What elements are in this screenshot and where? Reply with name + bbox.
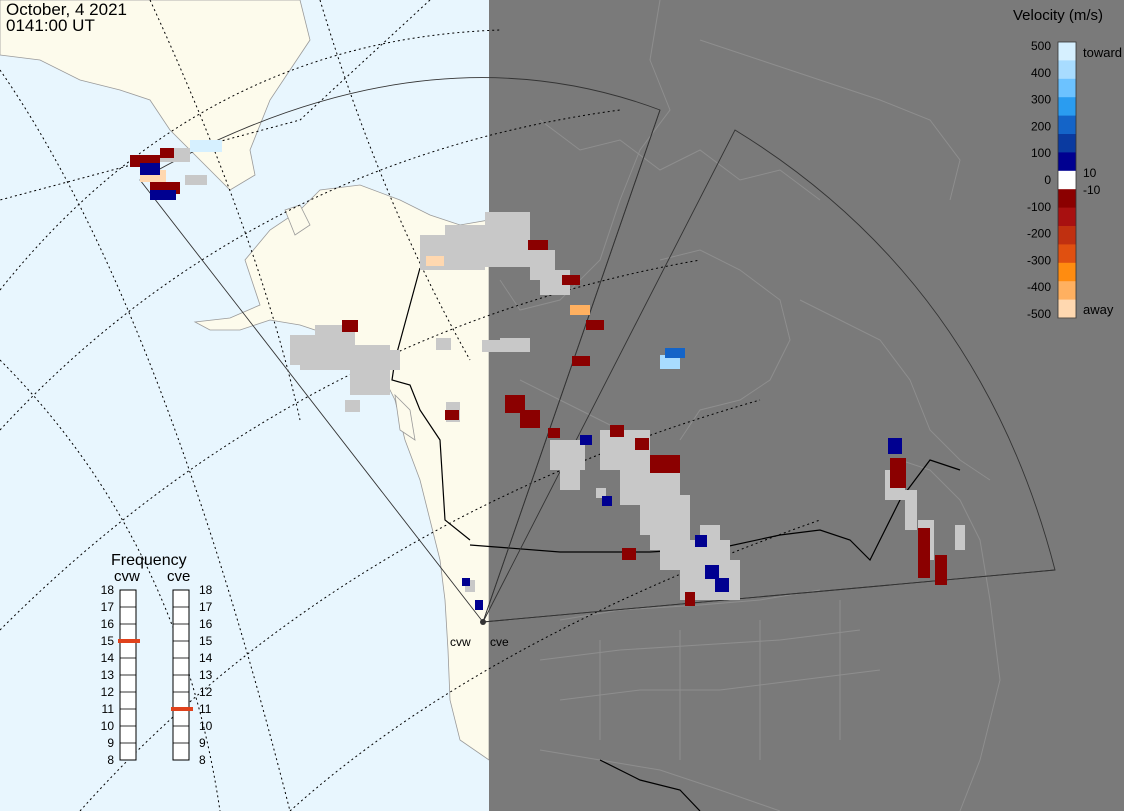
velocity-color-step — [1058, 42, 1076, 61]
frequency-scale-label: 18 — [101, 583, 115, 597]
frequency-scale-label: 16 — [101, 617, 115, 631]
frequency-scale-label: 8 — [107, 753, 114, 767]
frequency-scale-label: 15 — [199, 634, 213, 648]
night-side — [489, 0, 1124, 811]
velocity-color-step — [1058, 189, 1076, 209]
frequency-scale-label: 10 — [199, 719, 213, 733]
velocity-away-label: away — [1083, 302, 1114, 317]
frequency-title: Frequency — [111, 552, 187, 569]
day-land — [0, 0, 490, 761]
frequency-scale-label: 14 — [101, 651, 115, 665]
frequency-scale-label: 18 — [199, 583, 213, 597]
velocity-color-step — [1058, 226, 1076, 245]
bright-toward-cells — [190, 140, 685, 369]
toward-velocity-cells — [140, 163, 902, 610]
velocity-color-step — [1058, 152, 1076, 172]
velocity-legend-title: Velocity (m/s) — [1013, 7, 1103, 24]
date-label: October, 4 2021 — [6, 0, 127, 19]
velocity-color-step — [1058, 170, 1076, 190]
velocity-tick-label: 300 — [1031, 93, 1051, 107]
velocity-colorbar — [1057, 41, 1077, 319]
frequency-scale-label: 8 — [199, 753, 206, 767]
strong-away-cells — [570, 305, 590, 315]
velocity-tick-label: -200 — [1027, 227, 1051, 241]
time-label: 0141:00 UT — [6, 16, 95, 35]
frequency-scale-label: 14 — [199, 651, 213, 665]
velocity-tick-labels: 500 400 300 200 100 0 -100 -200 -300 -400 -500 10 -1… — [1027, 39, 1101, 321]
velocity-color-step — [1058, 262, 1076, 282]
velocity-color-step — [1058, 115, 1076, 135]
frequency-scale-label: 9 — [107, 736, 114, 750]
velocity-inner-label: -10 — [1083, 183, 1101, 197]
velocity-tick-label: -300 — [1027, 253, 1051, 267]
frequency-scale-label: 17 — [101, 600, 115, 614]
velocity-tick-label: 200 — [1031, 119, 1051, 133]
frequency-left-label: cvw — [114, 568, 140, 585]
night-outlines — [499, 0, 1001, 811]
velocity-colorbar-frame — [1057, 41, 1077, 319]
velocity-color-step — [1058, 281, 1076, 301]
frequency-scale-label: 12 — [199, 685, 213, 699]
velocity-tick-label: -400 — [1027, 280, 1051, 294]
velocity-color-step — [1058, 134, 1076, 153]
radar-label-east: cve — [490, 635, 509, 649]
frequency-right-label: cve — [167, 568, 190, 585]
velocity-tick-label: -100 — [1027, 200, 1051, 214]
velocity-color-step — [1058, 244, 1076, 264]
frequency-scales: 18 17 16 15 14 13 12 11 10 9 8 18 17 16 15 14 13 12 11 10 9 8 — [101, 583, 213, 767]
velocity-color-step — [1058, 78, 1076, 98]
frequency-scale-label: 15 — [101, 634, 115, 648]
frequency-scale-label: 12 — [101, 685, 115, 699]
frequency-scale-label: 16 — [199, 617, 213, 631]
frequency-scale-label: 13 — [199, 668, 213, 682]
away-velocity-cells — [130, 148, 947, 606]
velocity-tick-label: 400 — [1031, 66, 1051, 80]
velocity-color-step — [1058, 60, 1076, 80]
frequency-scale-label: 11 — [102, 702, 115, 716]
frequency-scale-label: 13 — [101, 668, 115, 682]
velocity-tick-label: 100 — [1031, 146, 1051, 160]
velocity-tick-label: -500 — [1027, 307, 1051, 321]
frequency-scale-label: 11 — [199, 702, 212, 716]
velocity-color-step — [1058, 207, 1076, 227]
frequency-scale-label: 10 — [101, 719, 115, 733]
frequency-scale-label: 9 — [199, 736, 206, 750]
velocity-tick-label: 500 — [1031, 39, 1051, 53]
frequency-panel: Frequency cvw cve 1817161514131211109818… — [101, 552, 213, 767]
velocity-legend: Velocity (m/s) toward away 500 400 300 200 1… — [1013, 7, 1122, 321]
radar-site-marker — [480, 619, 486, 625]
velocity-color-step — [1058, 97, 1076, 117]
frequency-scale-label: 17 — [199, 600, 213, 614]
velocity-color-step — [1058, 299, 1076, 319]
frequency-marker — [118, 639, 140, 643]
velocity-tick-label: 0 — [1044, 173, 1051, 187]
frequency-marker — [171, 707, 193, 711]
radar-label-west: cvw — [450, 635, 471, 649]
velocity-inner-label: 10 — [1083, 166, 1097, 180]
velocity-toward-label: toward — [1083, 45, 1122, 60]
